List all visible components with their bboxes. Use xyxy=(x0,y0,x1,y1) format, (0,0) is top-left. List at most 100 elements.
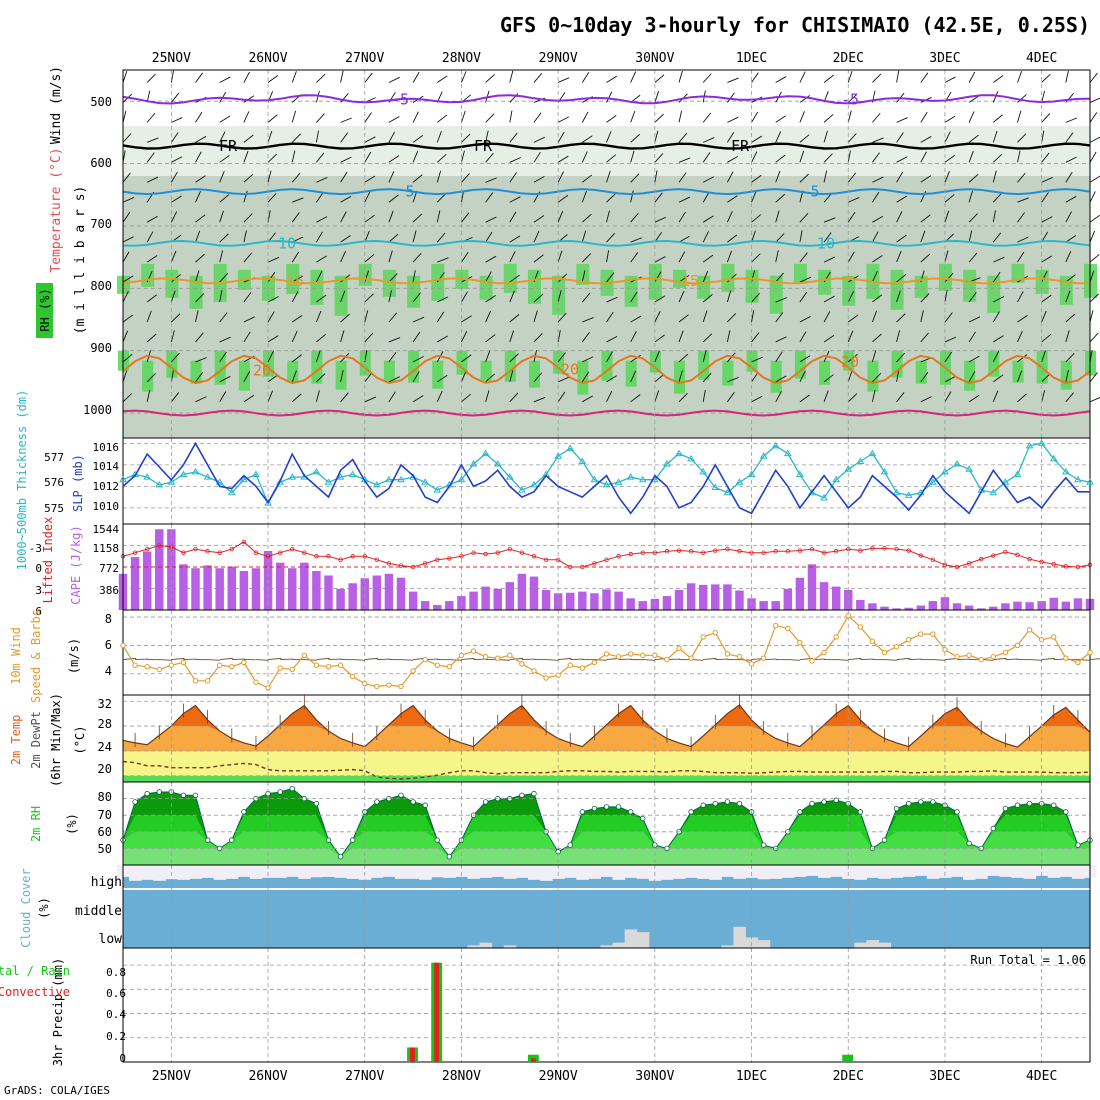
cloud-high-gap xyxy=(745,865,759,878)
wind-barb xyxy=(364,293,374,303)
wind-barb xyxy=(219,351,227,363)
wind10-barb xyxy=(618,658,632,661)
wind-barb xyxy=(872,215,884,223)
wind-barb xyxy=(267,271,276,283)
wind-barb xyxy=(654,373,665,383)
wind-barb xyxy=(364,72,373,83)
temp-band-yellow xyxy=(123,750,1090,776)
wind-barb xyxy=(823,114,834,123)
wind-barb xyxy=(678,392,688,403)
rh2m-marker xyxy=(531,790,537,797)
wind-barb xyxy=(436,170,442,183)
wind-barb xyxy=(533,310,538,323)
wind10-speed-marker xyxy=(531,668,537,674)
cape-bar xyxy=(783,588,793,610)
wind-barb xyxy=(751,214,762,223)
rh-patch xyxy=(359,350,371,376)
thickness-marker xyxy=(892,488,901,496)
thickness-marker xyxy=(723,488,732,496)
cape-bar xyxy=(227,566,237,610)
rh-patch xyxy=(190,360,202,384)
cape-bar xyxy=(529,576,539,610)
precip-panel xyxy=(122,947,1091,1063)
rh-patch xyxy=(770,360,782,393)
cape-bar xyxy=(916,605,926,610)
wind-barb xyxy=(654,192,663,203)
wind10-speed-marker xyxy=(289,666,295,673)
rh-patch xyxy=(722,360,734,386)
cape-bar xyxy=(142,551,152,610)
thickness-marker xyxy=(1013,470,1022,477)
cape-bar xyxy=(336,588,345,610)
wind-barb xyxy=(509,157,521,163)
cape-bar xyxy=(408,591,418,610)
thickness-marker xyxy=(904,491,913,498)
wind-barb xyxy=(775,115,786,123)
wind-barb xyxy=(170,392,180,403)
rh-patch xyxy=(745,269,759,303)
li-ylabel: Lifted Index xyxy=(41,517,55,604)
wind-barb xyxy=(582,356,594,363)
cape-bar xyxy=(868,603,877,610)
li-marker xyxy=(737,549,742,554)
thickness-marker xyxy=(578,457,587,464)
wind-barb xyxy=(219,375,231,383)
wind-barb xyxy=(1089,175,1100,183)
wind-barb xyxy=(654,334,665,343)
wind10-speed-marker xyxy=(204,678,211,684)
wind10-barb xyxy=(231,658,245,661)
wind-barb xyxy=(702,372,712,383)
wind-barb xyxy=(1017,150,1021,163)
wind10-speed-marker xyxy=(217,662,223,668)
wind-barb xyxy=(412,355,424,363)
thickness-line xyxy=(122,442,1091,505)
temp2m-ylabel-c: (6hr Min/Max) xyxy=(49,693,63,787)
day-label-bottom: 29NOV xyxy=(539,1069,578,1084)
temp2m-tick: 28 xyxy=(98,717,112,731)
wind10-barb xyxy=(787,659,801,661)
wind-barb xyxy=(219,312,228,323)
wind-barb xyxy=(654,74,665,83)
wind10-barb xyxy=(908,658,922,661)
wind-barb xyxy=(944,131,951,143)
wind10-speed-marker xyxy=(458,652,465,659)
thickness-marker xyxy=(530,480,538,488)
cloud-high-gap xyxy=(757,865,771,880)
thickness-marker xyxy=(953,460,961,467)
wind-barb xyxy=(847,393,858,403)
slp-tick: 1014 xyxy=(93,460,120,473)
rh-patch xyxy=(674,360,686,394)
cape-bar xyxy=(638,601,647,610)
cloud-axis-labels: high middle low Cloud Cover (%) xyxy=(19,868,122,947)
li-marker xyxy=(314,554,319,559)
wind-barb xyxy=(726,330,731,343)
wind-barb xyxy=(364,191,371,203)
rh2m-marker xyxy=(881,837,888,843)
cloud-high-gap xyxy=(540,865,553,881)
wind-barb xyxy=(992,153,1003,163)
cloud-high-gap xyxy=(1011,865,1025,878)
wind-barb xyxy=(485,373,495,383)
wind10-speed-marker xyxy=(591,659,598,666)
thickness-marker xyxy=(155,480,164,488)
wind-barb xyxy=(606,210,610,223)
wind-barb xyxy=(920,72,929,83)
li-marker xyxy=(181,550,186,555)
wind-barb xyxy=(726,290,732,303)
cape-lifted-index-panel xyxy=(118,523,1095,611)
wind-barb xyxy=(993,296,1005,303)
wind-barb xyxy=(847,370,853,383)
wind10-speed-marker xyxy=(712,629,718,636)
wind-barb xyxy=(461,150,465,163)
wind10-speed-marker xyxy=(313,662,320,668)
wind-barb xyxy=(944,171,950,183)
isotherm-label: FR xyxy=(219,137,238,155)
wind-barb xyxy=(992,271,1001,283)
li-tick: -3 xyxy=(29,542,42,555)
wind10-speed-marker xyxy=(1038,637,1045,643)
cloud-high-gap xyxy=(443,865,456,878)
precip-tick: 0.4 xyxy=(106,1008,126,1021)
rh2m-marker xyxy=(954,809,960,815)
wind10-barb xyxy=(316,657,330,661)
cloud-high-gap xyxy=(709,865,722,880)
